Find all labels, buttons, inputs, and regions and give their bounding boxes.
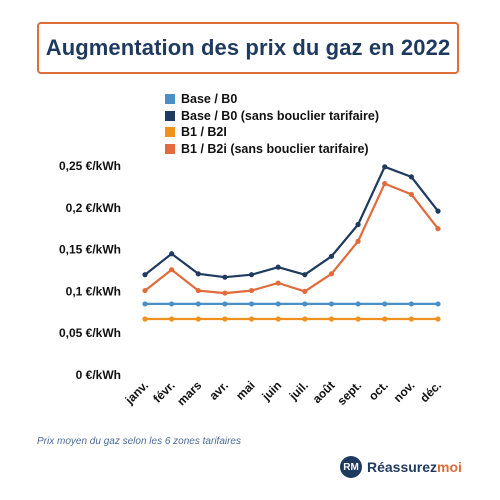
series-line [144, 182, 439, 295]
legend-swatch [165, 94, 175, 104]
x-tick-label: août [310, 378, 338, 406]
data-point [248, 301, 255, 307]
data-point [142, 316, 148, 322]
y-tick-label: 0,2 €/kWh [66, 201, 121, 215]
data-point [355, 221, 361, 228]
data-point [328, 253, 335, 259]
data-point [435, 316, 441, 322]
brand-logo: RM Réassurezmoi [340, 456, 462, 478]
data-point [248, 316, 255, 322]
data-point [142, 272, 148, 278]
legend: Base / B0 Base / B0 (sans bouclier tarif… [165, 91, 379, 157]
legend-label: B1 / B2i (sans bouclier tarifaire) [181, 141, 369, 156]
legend-label: Base / B0 [181, 92, 238, 106]
data-point [382, 301, 388, 307]
data-point [328, 301, 335, 307]
data-point [248, 272, 255, 278]
x-tick-label: oct. [366, 378, 391, 403]
y-tick-label: 0,1 €/kWh [66, 284, 121, 298]
legend-swatch [165, 110, 175, 121]
data-point [195, 271, 201, 277]
y-tick-label: 0 €/kWh [76, 368, 121, 382]
data-point [408, 174, 414, 180]
y-tick-label: 0,15 €/kWh [59, 243, 121, 257]
series-line [144, 165, 439, 279]
logo-text-main: Réassurez [367, 459, 438, 475]
data-point [222, 290, 228, 296]
data-point [169, 251, 175, 257]
data-point [195, 287, 201, 294]
data-point [142, 301, 148, 307]
x-tick-label: déc. [417, 378, 444, 405]
data-point [435, 301, 441, 307]
legend-swatch [165, 127, 175, 137]
data-point [382, 180, 388, 187]
data-point [355, 238, 361, 244]
logo-text-accent: moi [437, 459, 462, 475]
data-point [355, 316, 361, 322]
logo-mark-icon: RM [340, 456, 362, 478]
data-point [195, 316, 201, 322]
legend-swatch [165, 143, 175, 154]
data-point [302, 288, 308, 294]
legend-item: Base / B0 (sans bouclier tarifaire) [165, 108, 379, 124]
legend-item: Base / B0 [165, 91, 379, 107]
data-point [169, 267, 175, 273]
data-point [355, 301, 361, 307]
data-point [275, 301, 281, 307]
data-point [195, 301, 201, 307]
x-tick-label: janv. [122, 378, 151, 407]
data-point [382, 164, 388, 170]
legend-label: Base / B0 (sans bouclier tarifaire) [181, 108, 379, 123]
data-point [435, 208, 441, 214]
x-tick-label: sept. [335, 378, 365, 408]
data-point [328, 271, 335, 277]
data-point [302, 272, 308, 278]
data-point [169, 316, 175, 322]
data-point [275, 280, 281, 286]
data-point [222, 274, 228, 280]
data-point [222, 316, 228, 322]
x-tick-label: avr. [206, 378, 231, 403]
x-tick-label: nov. [391, 378, 418, 405]
data-point [408, 316, 414, 322]
legend-item: B1 / B2i (sans bouclier tarifaire) [165, 141, 379, 157]
legend-label: B1 / B2I [181, 125, 227, 139]
data-point [302, 301, 308, 307]
x-tick-label: févr. [150, 378, 177, 405]
chart-title-box: Augmentation des prix du gaz en 2022 [37, 22, 459, 74]
data-point [302, 316, 308, 322]
logo-text: Réassurezmoi [367, 459, 462, 475]
source-note: Prix moyen du gaz selon les 6 zones tari… [37, 436, 241, 447]
x-tick-label: mai [233, 378, 258, 403]
data-point [169, 301, 175, 307]
chart-title: Augmentation des prix du gaz en 2022 [45, 35, 451, 60]
data-point [382, 316, 388, 322]
data-point [408, 301, 414, 307]
data-point [408, 191, 414, 198]
x-tick-label: mars [174, 378, 204, 408]
x-tick-label: juin [259, 378, 285, 404]
data-point [248, 287, 255, 294]
legend-item: B1 / B2I [165, 124, 379, 140]
y-tick-label: 0,25 €/kWh [59, 159, 121, 173]
data-point [328, 316, 335, 322]
data-point [435, 226, 441, 232]
x-tick-label: juil. [286, 378, 311, 403]
data-point [275, 316, 281, 322]
y-tick-label: 0,05 €/kWh [59, 326, 121, 340]
data-point [142, 287, 148, 294]
data-point [275, 264, 281, 270]
data-point [222, 301, 228, 307]
